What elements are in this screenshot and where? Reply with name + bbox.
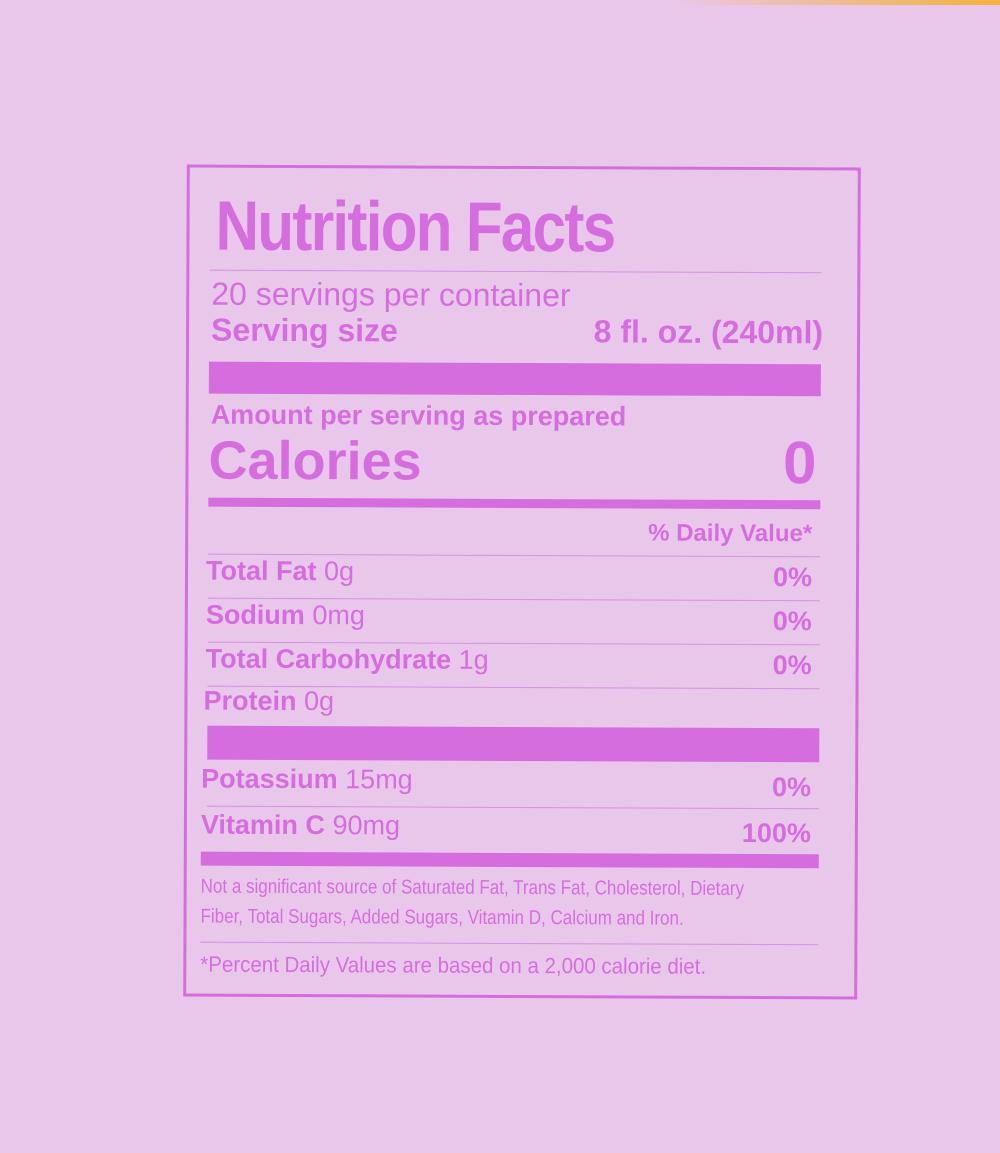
divider bbox=[209, 269, 822, 274]
nutrient-name: Potassium bbox=[201, 763, 338, 795]
amount-per-serving: Amount per serving as prepared bbox=[210, 399, 627, 432]
nutrient-name: Protein bbox=[203, 685, 297, 717]
nutrient-dv: 0% bbox=[772, 606, 812, 637]
nutrient-name: Total Fat bbox=[205, 555, 317, 587]
nutrient-name: Sodium bbox=[205, 599, 305, 631]
thick-bar bbox=[207, 725, 820, 763]
nutrient-amount: 0mg bbox=[312, 600, 365, 631]
package-edge bbox=[670, 0, 1000, 5]
footnote-daily-values: *Percent Daily Values are based on a 2,0… bbox=[200, 951, 707, 979]
nutrient-amount: 0g bbox=[303, 686, 335, 717]
nutrient-row-potassium: Potassium 15mg bbox=[201, 764, 413, 796]
title: Nutrition Facts bbox=[215, 186, 615, 267]
nutrient-dv: 0% bbox=[772, 772, 812, 803]
nutrient-row-vitamin-c: Vitamin C 90mg bbox=[201, 810, 400, 842]
nutrient-name: Vitamin C bbox=[200, 809, 326, 841]
nutrient-amount: 1g bbox=[458, 644, 489, 675]
divider bbox=[200, 941, 819, 946]
nutrient-row-protein: Protein 0g bbox=[203, 686, 334, 718]
daily-value-header: % Daily Value* bbox=[648, 519, 813, 548]
servings-per-container: 20 servings per container bbox=[211, 275, 571, 314]
nutrient-amount: 0g bbox=[323, 556, 355, 587]
nutrient-dv: 100% bbox=[741, 817, 811, 849]
nutrient-dv: 0% bbox=[772, 562, 813, 593]
calories-label: Calories bbox=[208, 430, 422, 492]
nutrient-row-total-fat: Total Fat 0g bbox=[206, 556, 354, 588]
medium-bar bbox=[200, 851, 819, 869]
nutrient-row-total-carbohydrate: Total Carbohydrate 1g bbox=[206, 644, 489, 676]
thick-bar bbox=[208, 361, 821, 397]
nutrient-amount: 90mg bbox=[332, 810, 401, 841]
nutrient-amount: 15mg bbox=[345, 764, 413, 795]
nutrient-dv: 0% bbox=[772, 650, 812, 681]
medium-bar bbox=[208, 497, 821, 510]
calories-value: 0 bbox=[783, 429, 817, 497]
divider bbox=[207, 805, 820, 810]
nutrient-name: Total Carbohydrate bbox=[205, 643, 452, 675]
footnote-not-significant-line2: Fiber, Total Sugars, Added Sugars, Vitam… bbox=[200, 905, 684, 930]
serving-size-value: 8 fl. oz. (240ml) bbox=[593, 313, 824, 351]
nutrition-facts-panel: Nutrition Facts 20 servings per containe… bbox=[183, 164, 861, 1000]
nutrient-row-sodium: Sodium 0mg bbox=[206, 600, 365, 632]
footnote-not-significant-line1: Not a significant source of Saturated Fa… bbox=[200, 875, 745, 900]
serving-size-label: Serving size bbox=[211, 311, 398, 349]
